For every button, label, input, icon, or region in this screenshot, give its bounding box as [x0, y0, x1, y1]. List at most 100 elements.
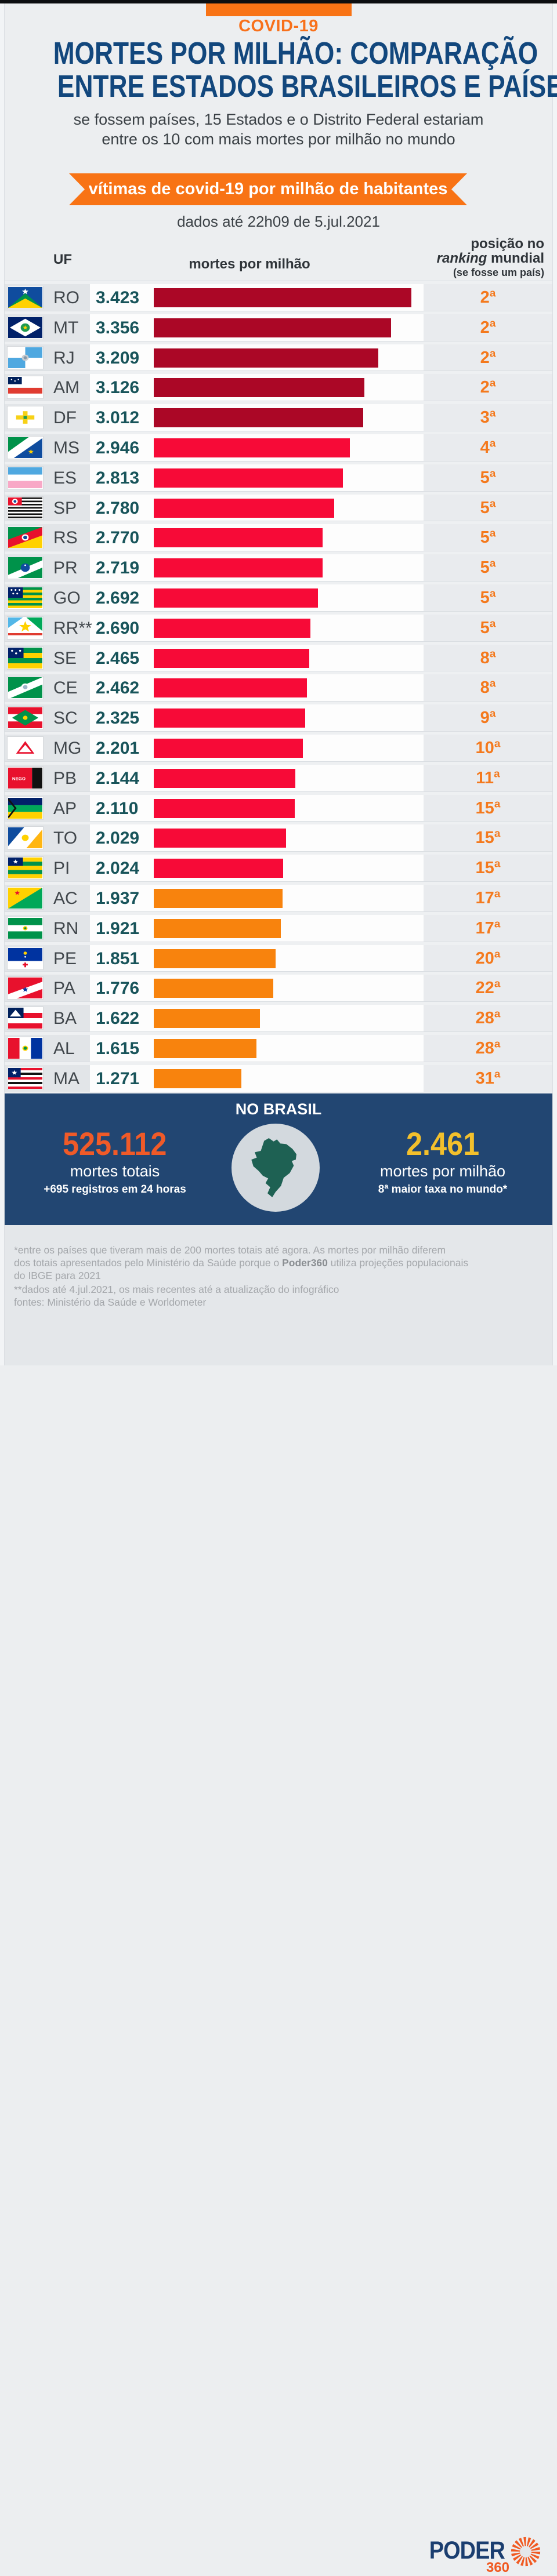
state-flag-icon: [8, 1067, 43, 1089]
state-code: AP: [53, 798, 77, 818]
ribbon-banner: vítimas de covid-19 por milhão de habita…: [69, 173, 467, 205]
table-row: AP 2.110 15ª: [5, 794, 552, 822]
row-rank-panel: [424, 284, 552, 311]
poder360-logo: PODER 360: [429, 2535, 542, 2576]
table-row: MS 2.946 4ª: [5, 434, 552, 461]
deaths-per-million-value: 3.126: [96, 378, 140, 398]
world-rank-note: 8ª maior taxa no mundo*: [378, 1183, 508, 1196]
world-rank: 4ª: [480, 438, 496, 457]
table-row: NEGO PB 2.144 11ª: [5, 764, 552, 791]
world-rank: 28ª: [475, 1009, 501, 1028]
deaths-per-million-value: 2.325: [96, 709, 140, 728]
state-flag-icon: [8, 286, 43, 308]
row-rank-panel: [424, 314, 552, 341]
deaths-per-million-value: 2.024: [96, 859, 140, 878]
rank-header-italic: ranking: [436, 250, 487, 266]
deaths-bar: [154, 468, 343, 488]
deaths-bar: [154, 1069, 241, 1088]
deaths-per-million-value: 1.937: [96, 889, 140, 908]
category-label: COVID-19: [238, 17, 319, 35]
footnote-brand: Poder360: [282, 1257, 328, 1269]
state-code: PI: [53, 859, 70, 878]
state-code: MA: [53, 1069, 79, 1088]
table-row: SE 2.465 8ª: [5, 644, 552, 671]
table-row: CE 2.462 8ª: [5, 674, 552, 702]
world-rank: 2ª: [480, 378, 496, 397]
state-code: MS: [53, 438, 79, 457]
state-code: AM: [53, 378, 79, 398]
deaths-per-million-value: 2.690: [96, 618, 140, 638]
row-rank-panel: [424, 914, 552, 942]
state-flag-icon: [8, 707, 43, 729]
state-code: PB: [53, 768, 77, 788]
deaths-bar: [154, 648, 309, 668]
state-flag-icon: [8, 376, 43, 399]
world-rank: 20ª: [475, 949, 501, 968]
table-row: TO 2.029 15ª: [5, 824, 552, 852]
deaths-per-million-value: 3.423: [96, 288, 140, 307]
state-code: MG: [53, 739, 82, 758]
total-deaths-value: 525.112: [63, 1125, 167, 1162]
deaths-bar: [154, 859, 283, 878]
world-rank: 22ª: [475, 979, 501, 998]
state-flag-icon: [8, 316, 43, 339]
deaths-bar: [154, 829, 286, 848]
state-code: SE: [53, 648, 77, 668]
row-rank-panel: [424, 584, 552, 611]
state-flag-icon: [8, 857, 43, 880]
deaths-bar: [154, 798, 295, 818]
deaths-bar: [154, 709, 305, 728]
row-rank-panel: [424, 494, 552, 521]
state-code: AL: [53, 1039, 75, 1058]
world-rank: 2ª: [480, 318, 496, 337]
row-rank-panel: [424, 1005, 552, 1032]
deaths-bar: [154, 588, 318, 608]
state-code: TO: [53, 829, 78, 848]
total-deaths-label: mortes totais: [70, 1162, 160, 1180]
logo-360-text: 360: [486, 2560, 509, 2575]
deaths-bar: [154, 618, 310, 638]
deaths-per-million-value: 2.144: [96, 768, 140, 788]
table-row: PE 1.851 20ª: [5, 944, 552, 972]
state-code: BA: [53, 1009, 77, 1029]
svg-text:NEGO: NEGO: [12, 776, 26, 782]
table-row: PR 2.719 5ª: [5, 554, 552, 582]
world-rank: 15ª: [475, 859, 501, 878]
deaths-per-million-value: 3.356: [96, 318, 140, 337]
deaths-per-million-value: 3.012: [96, 408, 140, 428]
row-rank-panel: [424, 1035, 552, 1062]
starburst-icon: [511, 2537, 541, 2567]
column-header-rank-note: (se fosse um país): [453, 267, 544, 278]
world-rank: 8ª: [480, 648, 496, 667]
brazil-section-title: NO BRASIL: [235, 1100, 322, 1118]
column-header-uf: UF: [53, 252, 72, 267]
page-title: MORTES POR MILHÃO: COMPARAÇÃO ENTRE ESTA…: [0, 37, 557, 103]
per-million-label: mortes por milhão: [379, 1162, 506, 1180]
deaths-per-million-value: 2.465: [96, 648, 140, 668]
rank-header-line2: mundial: [490, 250, 544, 266]
table-row: RR** 2.690 5ª: [5, 614, 552, 641]
footnote-line1: *entre os países que tiveram mais de 200…: [14, 1244, 446, 1256]
world-rank: 9ª: [480, 709, 496, 728]
deaths-per-million-value: 1.851: [96, 949, 140, 968]
state-code: RJ: [53, 348, 75, 368]
row-rank-panel: [424, 434, 552, 461]
row-rank-panel: [424, 344, 552, 371]
row-rank-panel: [424, 975, 552, 1002]
world-rank: 15ª: [475, 829, 501, 848]
state-flag-icon: [8, 437, 43, 459]
deaths-per-million-value: 2.692: [96, 588, 140, 608]
table-row: MA 1.271 31ª: [5, 1064, 552, 1092]
table-row: RN 1.921 17ª: [5, 914, 552, 942]
state-flag-icon: [8, 496, 43, 519]
state-code: CE: [53, 678, 78, 698]
row-rank-panel: [424, 404, 552, 431]
state-code: MT: [53, 318, 79, 337]
deaths-per-million-value: 1.271: [96, 1069, 140, 1088]
subtitle-line1: se fossem países, 15 Estados e o Distrit…: [73, 111, 484, 128]
deaths-per-million-value: 1.921: [96, 918, 140, 938]
state-flag-icon: [8, 1037, 43, 1059]
footnote-line3: do IBGE para 2021: [14, 1270, 101, 1281]
state-code: RO: [53, 288, 79, 307]
right-margin-strip: [552, 3, 557, 1365]
